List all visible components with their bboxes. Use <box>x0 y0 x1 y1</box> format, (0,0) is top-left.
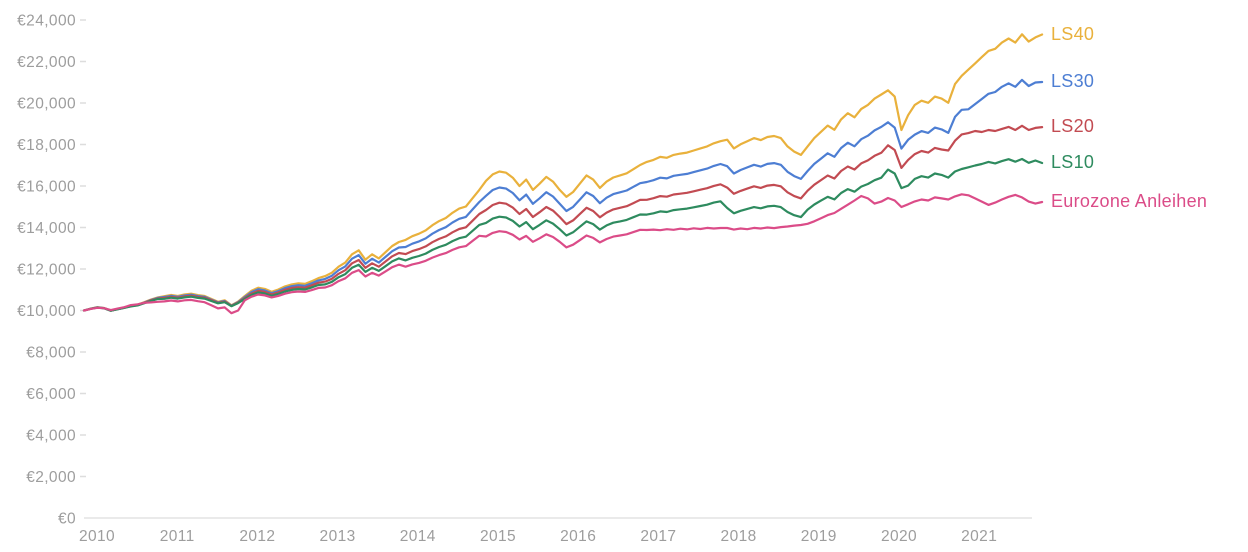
x-axis-label: 2014 <box>400 528 436 545</box>
x-axis-label: 2015 <box>480 528 516 545</box>
x-axis-label: 2012 <box>239 528 275 545</box>
y-axis-label: €2,000 <box>26 469 76 486</box>
y-axis-label: €12,000 <box>17 262 76 279</box>
series-line-ls20 <box>82 124 1044 312</box>
y-axis-label: €0 <box>58 511 76 528</box>
y-axis-label: €20,000 <box>17 96 76 113</box>
y-axis-label: €16,000 <box>17 179 76 196</box>
x-axis-label: 2021 <box>961 528 997 545</box>
y-axis-label: €8,000 <box>26 345 76 362</box>
x-axis-label: 2019 <box>801 528 837 545</box>
legend-label-ls40: LS40 <box>1051 23 1095 44</box>
y-axis-label: €4,000 <box>26 428 76 445</box>
legend-label-ls20: LS20 <box>1051 116 1095 137</box>
x-axis-label: 2010 <box>79 528 115 545</box>
legend-label-ls30: LS30 <box>1051 71 1095 92</box>
series-line-ls10 <box>82 157 1044 312</box>
x-axis-label: 2020 <box>881 528 917 545</box>
x-axis-label: 2017 <box>640 528 676 545</box>
y-axis-label: €6,000 <box>26 386 76 403</box>
series-line-eurozone-anleihen <box>82 193 1044 315</box>
y-axis-label: €22,000 <box>17 54 76 71</box>
x-axis-label: 2011 <box>160 528 195 545</box>
x-axis-label: 2018 <box>721 528 757 545</box>
legend-label-eurozone-anleihen: Eurozone Anleihen <box>1051 190 1208 211</box>
y-axis-label: €24,000 <box>17 13 76 30</box>
x-axis-label: 2013 <box>320 528 356 545</box>
y-axis-label: €10,000 <box>17 303 76 320</box>
y-axis-label: €14,000 <box>17 220 76 237</box>
y-axis-label: €18,000 <box>17 137 76 154</box>
legend-label-ls10: LS10 <box>1051 151 1095 172</box>
series-line-ls40 <box>82 33 1044 312</box>
x-axis-label: 2016 <box>560 528 596 545</box>
